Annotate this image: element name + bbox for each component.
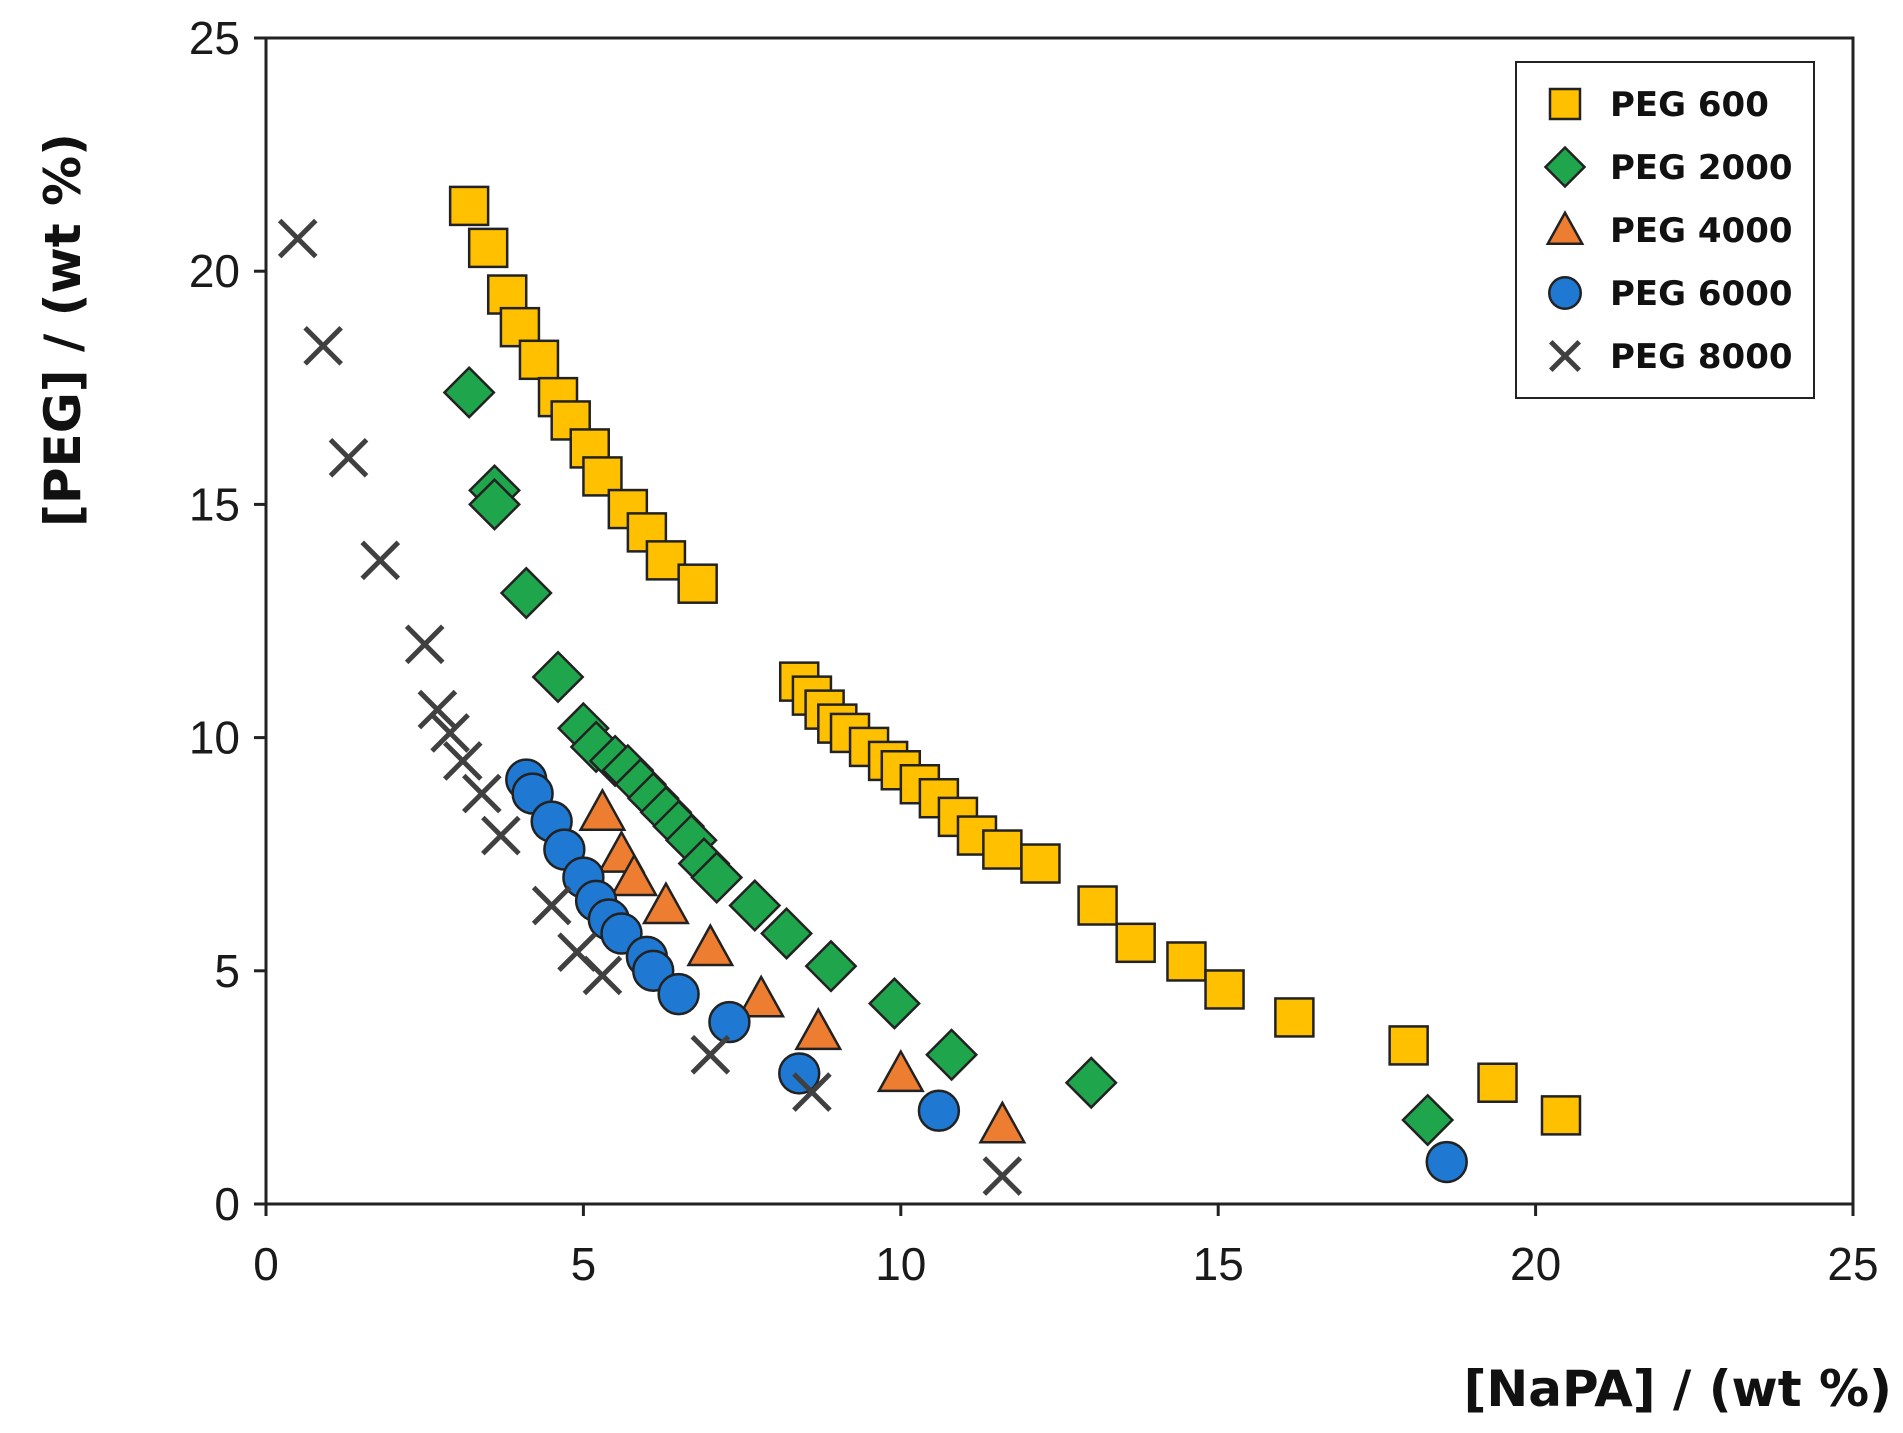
legend-label: PEG 2000: [1610, 148, 1793, 188]
data-point: [610, 853, 659, 897]
plot-area: [264, 36, 1855, 1206]
data-point: [448, 185, 490, 227]
data-point: [303, 326, 343, 366]
data-point: [645, 540, 687, 581]
data-point: [804, 939, 858, 993]
data-point: [531, 885, 572, 926]
x-tick-label: 0: [253, 1238, 279, 1290]
data-point: [792, 1072, 832, 1112]
data-point: [1077, 885, 1118, 926]
y-tick-label: 15: [189, 478, 240, 530]
data-point: [982, 1156, 1023, 1196]
data-point: [778, 1052, 821, 1095]
data-point: [442, 365, 496, 419]
legend-label: PEG 600: [1610, 85, 1769, 125]
data-point: [686, 923, 735, 967]
y-tick-label: 20: [189, 245, 240, 297]
x-axis-title: [NaPA] / (wt %): [1464, 1360, 1892, 1418]
data-point: [578, 787, 627, 831]
data-point: [1115, 922, 1156, 964]
data-point: [867, 976, 921, 1030]
data-point: [1477, 1062, 1518, 1103]
data-point: [430, 713, 470, 753]
data-point: [690, 1034, 731, 1075]
legend: PEG 600 PEG 2000 PEG 4000 PEG 6000 PEG 8000: [1515, 61, 1815, 399]
data-point: [360, 540, 401, 581]
data-point: [794, 1007, 843, 1051]
x-tick-label: 5: [571, 1238, 597, 1290]
data-point: [531, 650, 585, 704]
data-point: [1388, 1025, 1429, 1066]
data-point: [641, 881, 690, 925]
y-tick-label: 0: [214, 1178, 240, 1230]
data-point: [876, 1048, 925, 1093]
data-point: [690, 851, 744, 904]
data-point: [760, 907, 814, 960]
data-point: [1401, 1093, 1455, 1147]
data-point: [277, 218, 318, 259]
series-peg-6000: [505, 758, 1468, 1184]
data-point: [468, 477, 521, 531]
legend-marker: [1545, 210, 1585, 246]
data-point: [657, 972, 700, 1016]
legend-label: PEG 8000: [1610, 337, 1793, 377]
data-point: [1064, 1056, 1118, 1110]
data-point: [677, 563, 718, 604]
legend-marker: [1548, 276, 1582, 310]
data-point: [1540, 1095, 1582, 1136]
data-point: [1204, 969, 1245, 1010]
x-tick-label: 10: [875, 1238, 926, 1290]
data-point: [518, 339, 560, 381]
data-point: [708, 1000, 751, 1044]
data-point: [1274, 997, 1315, 1038]
legend-marker: [1543, 145, 1587, 189]
data-point: [917, 1089, 961, 1132]
data-point: [978, 1100, 1027, 1144]
data-point: [582, 955, 623, 996]
series-peg-600: [448, 185, 1582, 1136]
data-point: [481, 815, 521, 856]
x-tick-label: 25: [1827, 1238, 1878, 1290]
y-tick-label: 5: [214, 945, 240, 997]
data-point: [442, 741, 483, 781]
data-point: [499, 566, 553, 620]
data-marks: [277, 185, 1582, 1196]
data-point: [982, 829, 1023, 870]
data-point: [925, 1028, 979, 1082]
legend-marker: [1548, 87, 1582, 121]
data-point: [728, 879, 782, 932]
series-peg-8000: [277, 218, 1023, 1196]
data-point: [328, 437, 369, 478]
legend-label: PEG 6000: [1610, 274, 1793, 314]
data-point: [737, 974, 786, 1018]
series-peg-2000: [442, 365, 1455, 1147]
data-point: [404, 624, 445, 665]
x-tick-label: 20: [1510, 1238, 1561, 1290]
data-point: [462, 773, 502, 814]
data-point: [1166, 941, 1207, 982]
data-point: [417, 689, 458, 730]
series-peg-4000: [578, 787, 1027, 1144]
data-point: [1020, 843, 1061, 884]
y-tick-label: 10: [189, 712, 240, 764]
legend-marker: [1548, 339, 1582, 373]
y-axis-title: [PEG] / (wt %): [34, 133, 92, 527]
y-tick-label: 25: [189, 12, 240, 64]
data-point: [1425, 1140, 1468, 1184]
legend-label: PEG 4000: [1610, 211, 1793, 251]
data-point: [467, 227, 509, 269]
x-tick-label: 15: [1193, 1238, 1244, 1290]
axis-ticks: 0 5 10 15 20 25 0 5 10 15 20 25: [189, 12, 1879, 1290]
